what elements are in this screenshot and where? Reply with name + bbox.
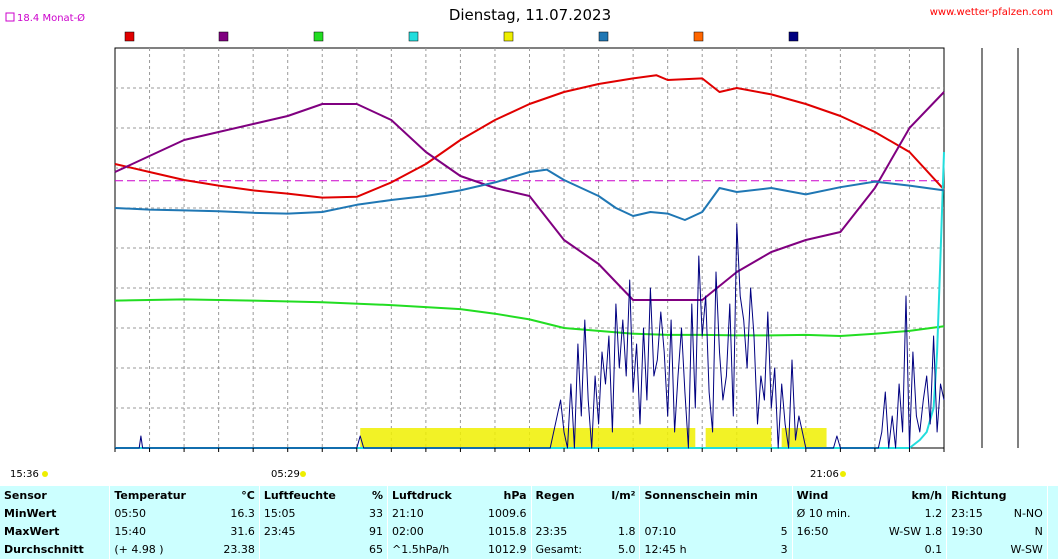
stats-row-label: Durchschnitt — [4, 543, 84, 557]
stats-cell: 23:35 — [530, 522, 600, 541]
legend-swatch — [124, 31, 135, 42]
stats-cell: 21:10 — [387, 504, 473, 523]
stats-cell: 19:30 — [946, 522, 997, 541]
avg-marker-label: 18.4 Monat-Ø — [17, 12, 85, 24]
stats-row-label: MaxWert — [4, 525, 60, 539]
chart-title: Dienstag, 11.07.2023 — [449, 6, 611, 24]
stats-cell: 65 — [369, 543, 384, 557]
stats-header: Richtung — [946, 486, 1048, 505]
stats-cell: 07:10 — [639, 522, 757, 541]
website-label: www.wetter-pfalzen.com — [930, 7, 1053, 18]
legend — [124, 31, 799, 42]
stats-cell — [639, 504, 757, 523]
series-lines — [114, 74, 945, 449]
legend-swatch — [408, 31, 419, 42]
stats-cell: 5 — [780, 525, 788, 539]
stats-cell: (+ 4.98 ) — [109, 540, 210, 559]
stats-cell: 1.2 — [924, 506, 943, 520]
stats-cell: 15:40 — [109, 522, 210, 541]
stats-cell: 91 — [369, 525, 384, 539]
sunshine-bars — [360, 428, 827, 448]
time-mark-left-sun-icon — [42, 471, 48, 477]
stats-cell: 31.6 — [230, 525, 255, 539]
stats-header: Sonnenschein min — [639, 486, 793, 505]
stats-cell: 3 — [780, 543, 788, 557]
sunrise-sun-icon — [300, 471, 306, 477]
stats-cell: N — [1034, 525, 1043, 539]
series-line-temperatur — [114, 74, 945, 199]
legend-swatch — [503, 31, 514, 42]
stats-header: °C — [241, 488, 255, 502]
sunshine-bar — [705, 428, 772, 448]
series-line-luftfeuchte- — [114, 91, 945, 301]
legend-swatch — [693, 31, 704, 42]
stats-header: Regen — [530, 486, 600, 505]
stats-header: Temperatur — [109, 486, 210, 505]
stats-row-avg: Durchschnitt (+ 4.98 ) 23.38 65 ^1.5hPa/… — [0, 540, 1058, 559]
stats-cell: 16:50 — [791, 522, 870, 541]
stats-cell: 1009.6 — [488, 506, 527, 520]
series-line-luftdruck — [114, 298, 945, 337]
stats-cell — [946, 540, 997, 559]
series-line-windb-en — [115, 223, 945, 449]
stats-cell: 12:45 h — [639, 540, 757, 559]
stats-cell: 33 — [369, 506, 384, 520]
stats-header: Luftfeuchte — [258, 486, 360, 505]
stats-header: Wind — [791, 486, 870, 505]
stats-header: hPa — [503, 488, 527, 502]
stats-cell — [756, 504, 792, 522]
stats-cell: W-SW — [1010, 543, 1043, 557]
stats-cell: 16.3 — [230, 506, 255, 520]
stats-cell: 23:15 — [946, 504, 997, 523]
stats-cell: 02:00 — [387, 522, 473, 541]
stats-cell: 1.8 — [617, 525, 636, 539]
stats-header-row: Sensor Temperatur °C Luftfeuchte % Luftd… — [0, 486, 1058, 505]
stats-cell: Ø 10 min. — [791, 504, 870, 523]
stats-cell — [599, 504, 640, 522]
stats-cell: 1015.8 — [488, 525, 527, 539]
stats-cell: 0.1 — [924, 543, 943, 557]
stats-cell: 23.38 — [223, 543, 255, 557]
stats-row-min: MinWert 05:50 16.3 15:05 33 21:10 1009.6… — [0, 504, 1058, 523]
stats-header: Sensor — [4, 488, 47, 502]
stats-cell — [530, 504, 600, 523]
stats-cell — [258, 540, 360, 559]
legend-swatch — [218, 31, 229, 42]
stats-cell: 5.0 — [617, 543, 636, 557]
stats-header: Luftdruck — [387, 486, 473, 505]
stats-cell: 15:05 — [258, 504, 360, 523]
legend-swatch — [788, 31, 799, 42]
axis-labels — [114, 48, 1019, 452]
weather-chart: Dienstag, 11.07.2023 www.wetter-pfalzen.… — [5, 6, 1053, 480]
stats-cell: 1012.9 — [488, 543, 527, 557]
stats-row-max: MaxWert 15:40 31.6 23:45 91 02:00 1015.8… — [0, 522, 1058, 541]
stats-table: Sensor Temperatur °C Luftfeuchte % Luftd… — [0, 486, 1058, 559]
stats-row-label: MinWert — [4, 506, 57, 520]
series-line-taupunkt — [114, 168, 945, 221]
stats-cell: Gesamt: — [530, 540, 600, 559]
avg-marker-icon — [5, 12, 15, 22]
stats-cell: 23:45 — [258, 522, 360, 541]
time-mark-sunrise: 05:29 — [271, 469, 300, 480]
stats-cell: N-NO — [1013, 506, 1043, 520]
stats-header: km/h — [911, 488, 943, 502]
sunshine-bar — [360, 428, 696, 448]
stats-header: % — [371, 488, 384, 502]
legend-swatch — [313, 31, 324, 42]
stats-cell — [791, 540, 870, 559]
legend-swatch — [598, 31, 609, 42]
stats-header: l/m² — [611, 488, 636, 502]
stats-cell: W-SW 1.8 — [888, 525, 943, 539]
time-mark-sunset: 21:06 — [810, 469, 839, 480]
sunset-sun-icon — [840, 471, 846, 477]
grid-lines — [115, 48, 944, 448]
stats-cell: 05:50 — [109, 504, 210, 523]
time-mark-left: 15:36 — [10, 469, 39, 480]
stats-cell: ^1.5hPa/h — [387, 540, 473, 559]
